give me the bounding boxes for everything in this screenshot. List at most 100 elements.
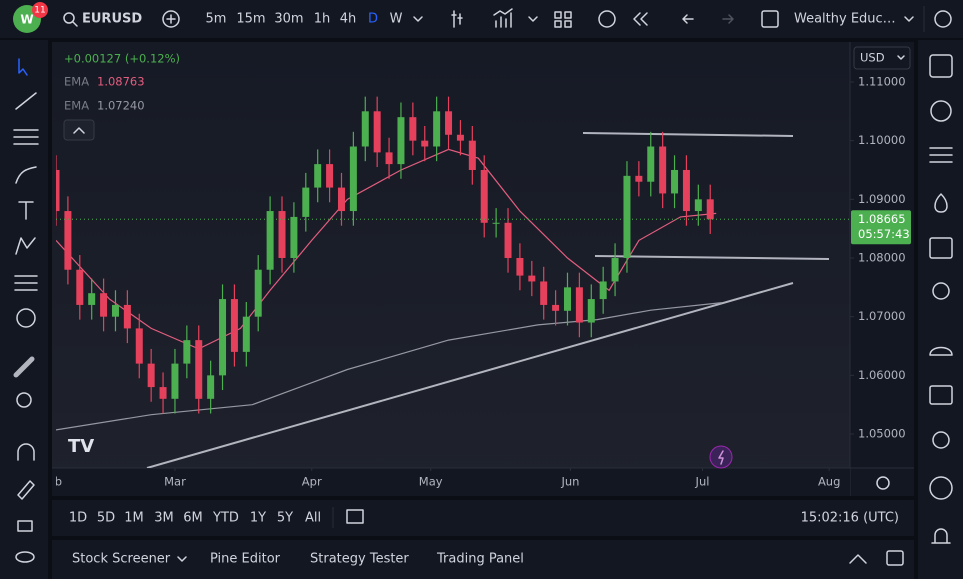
layout-name[interactable]: Wealthy Educ…: [794, 12, 896, 27]
clock[interactable]: 15:02:16 (UTC): [801, 511, 899, 526]
data-window[interactable]: [929, 147, 953, 163]
settings[interactable]: [934, 10, 952, 28]
symbol[interactable]: EURUSD: [82, 12, 142, 27]
maximize-panel[interactable]: [849, 554, 867, 564]
scale-settings[interactable]: [876, 476, 890, 490]
candle-body: [468, 140, 476, 170]
notifications[interactable]: [931, 528, 951, 544]
candle-body: [195, 340, 203, 399]
collapse-icon: [73, 127, 85, 134]
candle-body: [88, 293, 96, 305]
candle-body: [207, 375, 215, 399]
panel-tab[interactable]: Trading Panel: [436, 552, 524, 567]
candle-body: [694, 199, 702, 212]
range-button[interactable]: YTD: [212, 511, 239, 526]
interval-button[interactable]: 15m: [236, 12, 265, 27]
range-button[interactable]: 5D: [97, 511, 115, 526]
fib-tool[interactable]: [13, 129, 39, 145]
alert[interactable]: [598, 10, 616, 28]
chats[interactable]: [929, 385, 953, 405]
interval-button[interactable]: W: [390, 12, 403, 27]
watchlist[interactable]: [929, 54, 953, 78]
range-button[interactable]: 1Y: [250, 511, 266, 526]
lock-tool[interactable]: [17, 520, 33, 532]
indicators[interactable]: [493, 8, 513, 28]
event-marker[interactable]: [709, 445, 733, 469]
interval-button[interactable]: 5m: [206, 12, 227, 27]
replay-sidebar[interactable]: [929, 476, 953, 500]
candle-body: [337, 187, 345, 212]
range-button[interactable]: 5Y: [277, 511, 293, 526]
indicators-menu[interactable]: [528, 16, 538, 22]
ideas[interactable]: [932, 282, 950, 300]
zoom-tool[interactable]: [16, 392, 32, 408]
prediction-tool[interactable]: [14, 275, 38, 291]
interval-button[interactable]: D: [368, 12, 378, 27]
undo[interactable]: [682, 14, 694, 24]
range-button[interactable]: 1D: [69, 511, 87, 526]
x-tick-label: Apr: [302, 475, 322, 489]
text-tool[interactable]: [18, 201, 34, 220]
interval-button[interactable]: 4h: [340, 12, 357, 27]
candle-body: [540, 281, 548, 305]
resistance-line[interactable]: [582, 132, 794, 137]
support-line[interactable]: [594, 255, 830, 260]
currency-button[interactable]: [853, 46, 911, 70]
news[interactable]: [929, 346, 953, 356]
streams[interactable]: [932, 431, 950, 449]
layout-checkbox[interactable]: [761, 10, 779, 28]
alerts[interactable]: [930, 100, 952, 122]
brush-tool[interactable]: [15, 166, 37, 184]
panel-tab[interactable]: Strategy Tester: [310, 552, 409, 567]
icon-tool[interactable]: [16, 308, 36, 328]
measure-tool[interactable]: [13, 356, 35, 378]
interval-menu[interactable]: [413, 16, 423, 22]
x-tick-label: Feb: [42, 475, 62, 489]
cursor-tool[interactable]: [18, 58, 28, 76]
last-price-box: [851, 210, 911, 245]
legend-name: EMA: [64, 75, 89, 89]
hotlists[interactable]: [934, 193, 948, 213]
add-symbol: [166, 14, 176, 24]
search-icon: [72, 21, 78, 27]
screener-menu[interactable]: [177, 556, 187, 562]
trend-line-tool[interactable]: [15, 92, 37, 110]
visibility-tool[interactable]: [15, 551, 35, 563]
candle-body: [326, 164, 334, 188]
layout-menu[interactable]: [904, 16, 914, 22]
y-tick-label: 1.11000: [858, 74, 906, 88]
candle-body: [552, 304, 560, 311]
candle-body: [397, 117, 405, 165]
range-button[interactable]: 1M: [124, 511, 144, 526]
legend-name: EMA: [64, 99, 89, 113]
candle-body: [361, 111, 369, 147]
interval-button[interactable]: 1h: [314, 12, 331, 27]
replay[interactable]: [633, 12, 648, 26]
range-button[interactable]: 3M: [154, 511, 174, 526]
add-symbol[interactable]: [162, 10, 180, 28]
calendar[interactable]: [929, 237, 953, 259]
candle-body: [171, 363, 179, 399]
candle-body: [611, 257, 619, 282]
panel-layout[interactable]: [886, 550, 904, 566]
templates[interactable]: [554, 11, 572, 28]
panel-tab[interactable]: Pine Editor: [210, 552, 281, 567]
magnet-tool[interactable]: [17, 443, 35, 461]
trend-line[interactable]: [146, 282, 794, 468]
date-range[interactable]: [346, 509, 364, 524]
candle-body: [64, 211, 72, 270]
pattern-tool[interactable]: [15, 237, 36, 255]
x-tick-label: May: [419, 475, 443, 489]
range-button[interactable]: 6M: [183, 511, 203, 526]
chart-type[interactable]: [451, 10, 463, 28]
lock-draw-tool[interactable]: [17, 480, 35, 500]
candle-body: [480, 169, 488, 223]
candle-body: [623, 175, 631, 258]
panel-tab[interactable]: Stock Screener: [72, 552, 171, 567]
collapse-legend[interactable]: [63, 119, 95, 141]
candle-body: [266, 211, 274, 270]
candle-body: [599, 281, 607, 300]
range-button[interactable]: All: [305, 511, 321, 526]
interval-button[interactable]: 30m: [274, 12, 303, 27]
